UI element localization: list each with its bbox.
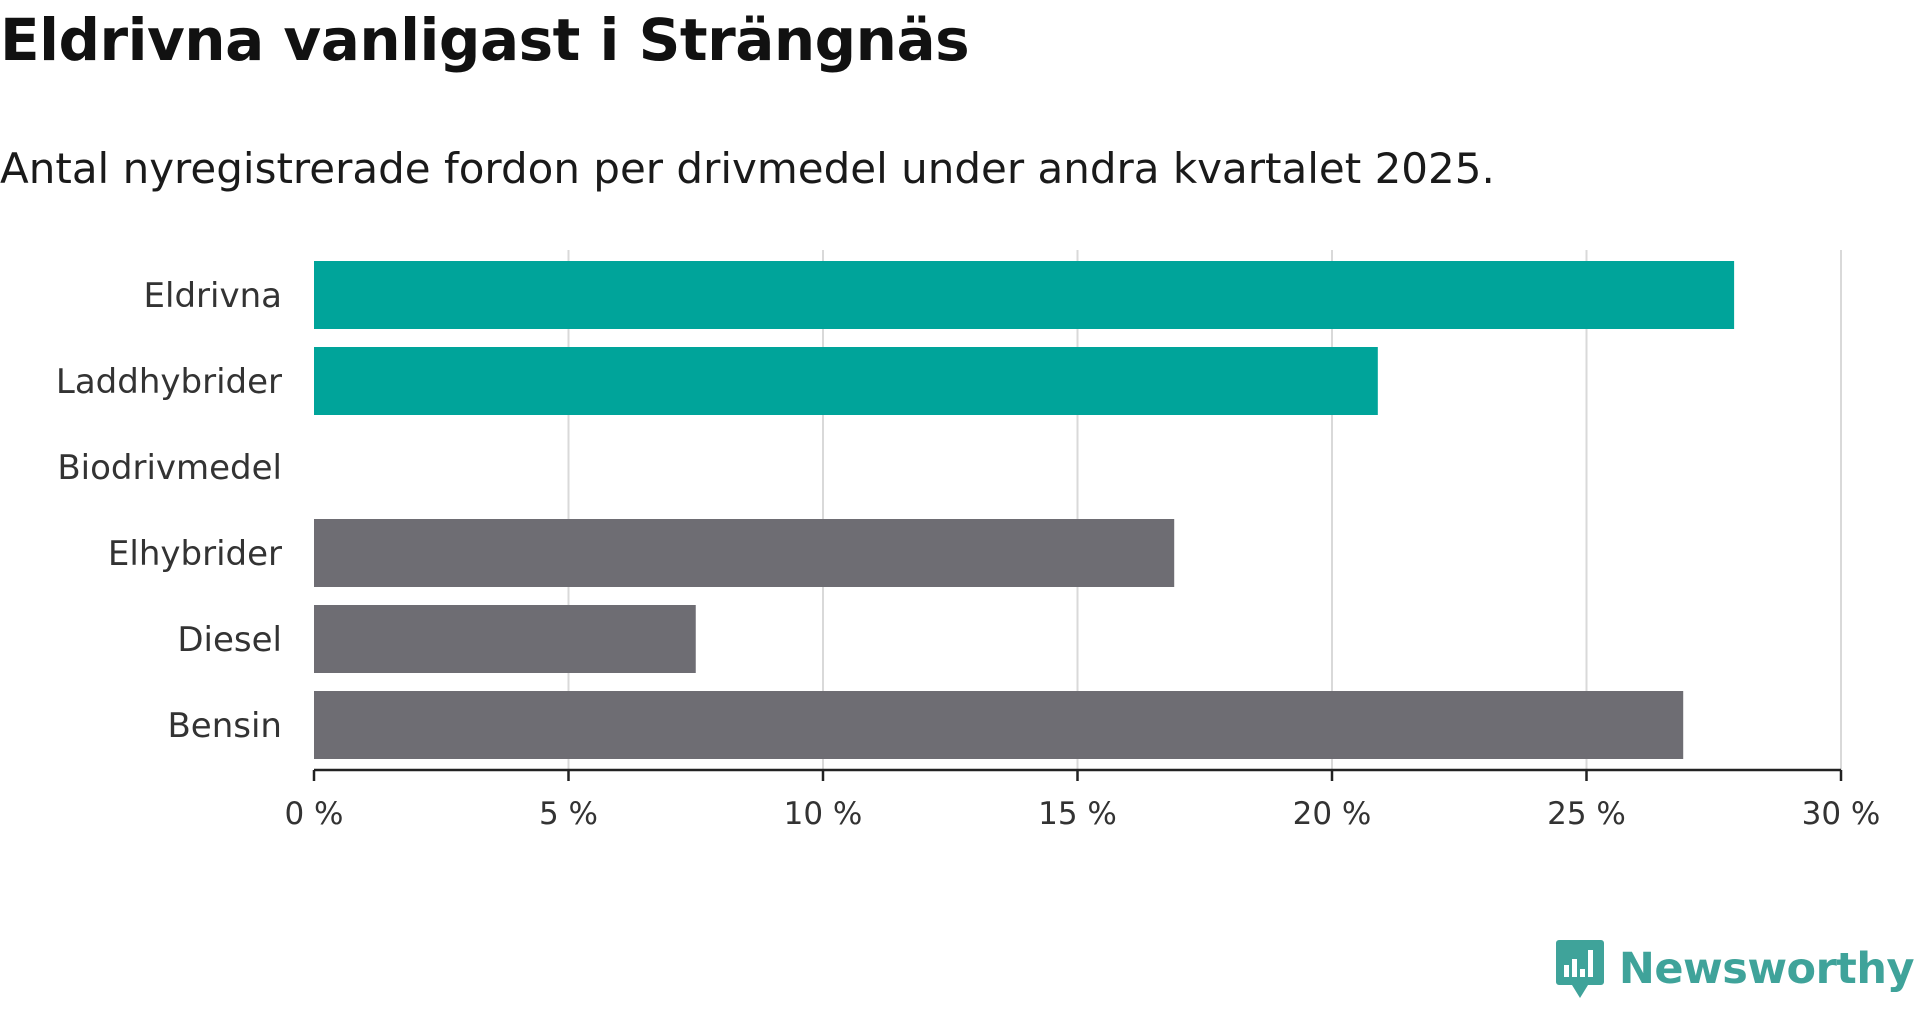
- category-label: Laddhybrider: [56, 362, 282, 402]
- chart-subtitle: Antal nyregistrerade fordon per drivmede…: [0, 144, 1495, 193]
- grid-lines: [567, 250, 1842, 770]
- bar-chart: Eldrivna Laddhybrider Biodrivmedel Elhybrid…: [56, 250, 1881, 832]
- newsworthy-logo-text: Newsworthy: [1618, 944, 1915, 994]
- category-label: Biodrivmedel: [57, 448, 282, 488]
- chart-title: Eldrivna vanligast i Strängnäs: [0, 6, 970, 74]
- category-label: Elhybrider: [108, 534, 282, 574]
- bar: [314, 261, 1735, 329]
- category-label: Diesel: [177, 620, 282, 660]
- x-tick-label: 30 %: [1802, 796, 1881, 832]
- x-tick-label: 0 %: [284, 796, 343, 832]
- newsworthy-logo-icon: [1555, 940, 1604, 998]
- bar: [314, 691, 1684, 759]
- bar: [314, 605, 696, 673]
- x-tick-label: 20 %: [1293, 796, 1372, 832]
- bar: [314, 347, 1378, 415]
- bar: [314, 519, 1175, 587]
- x-tick-label: 5 %: [539, 796, 598, 832]
- x-tick-label: 25 %: [1547, 796, 1626, 832]
- category-label: Eldrivna: [144, 276, 282, 316]
- x-tick-label: 10 %: [784, 796, 863, 832]
- category-label: Bensin: [167, 706, 282, 746]
- category-labels: Eldrivna Laddhybrider Biodrivmedel Elhybrid…: [56, 276, 282, 746]
- newsworthy-logo: Newsworthy: [1555, 938, 1915, 1000]
- x-tick-label: 15 %: [1038, 796, 1117, 832]
- bars: [314, 261, 1735, 759]
- x-axis: 0 % 5 % 10 % 15 % 20 % 25 % 30 %: [284, 768, 1881, 832]
